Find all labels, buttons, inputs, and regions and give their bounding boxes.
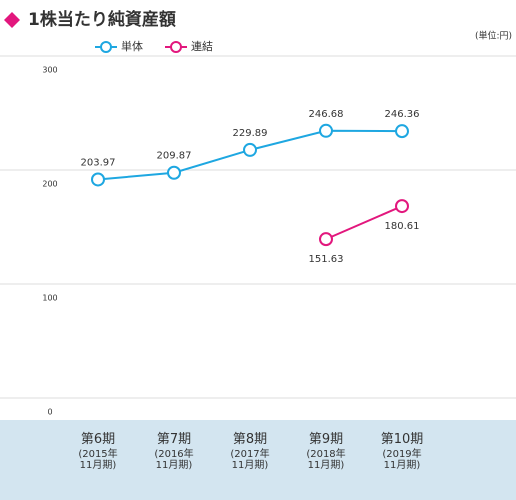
data-label: 246.68 (309, 109, 344, 120)
category: 第6期 (80, 432, 116, 447)
x-tick-label: 第10期 (2019年 11月期) (367, 428, 437, 471)
legend-marker (100, 41, 112, 53)
x-axis-band (0, 420, 516, 500)
point (167, 165, 181, 180)
point (395, 199, 409, 214)
category: 第9期 (308, 432, 344, 447)
legend-marker (170, 41, 182, 53)
data-label: 151.63 (309, 254, 344, 265)
category-note: (2015年 11月期) (78, 449, 118, 471)
y-tick-label: 300 (42, 66, 57, 75)
data-label: 180.61 (385, 221, 420, 232)
point (395, 124, 409, 139)
category-note: (2019年 11月期) (382, 449, 422, 471)
x-tick-label: 第9期 (2018年 11月期) (291, 428, 361, 471)
legend-label: 単体 (121, 39, 143, 53)
category: 第10期 (380, 432, 424, 447)
point (319, 232, 333, 247)
data-label: 246.36 (385, 109, 420, 120)
category-note: (2017年 11月期) (230, 449, 270, 471)
data-label: 203.97 (81, 157, 116, 168)
y-tick-label: 100 (42, 294, 57, 303)
category: 第7期 (156, 432, 192, 447)
point (91, 172, 105, 187)
x-tick-label: 第8期 (2017年 11月期) (215, 428, 285, 471)
chart-title: 1株当たり純資産額 (28, 9, 176, 30)
legend-label: 連結 (191, 39, 213, 53)
series-line (325, 205, 403, 241)
point (319, 123, 333, 138)
title-icon (4, 12, 20, 28)
point (243, 142, 257, 157)
data-label: 209.87 (157, 151, 192, 162)
unit-label: (単位:円) (475, 30, 512, 42)
x-tick-label: 第6期 (2015年 11月期) (63, 428, 133, 471)
data-label: 229.89 (233, 128, 268, 139)
x-tick-label: 第7期 (2016年 11月期) (139, 428, 209, 471)
category: 第8期 (232, 432, 268, 447)
category-note: (2016年 11月期) (154, 449, 194, 471)
y-tick-label: 0 (47, 408, 52, 417)
category-note: (2018年 11月期) (306, 449, 346, 471)
y-tick-label: 200 (42, 180, 57, 189)
